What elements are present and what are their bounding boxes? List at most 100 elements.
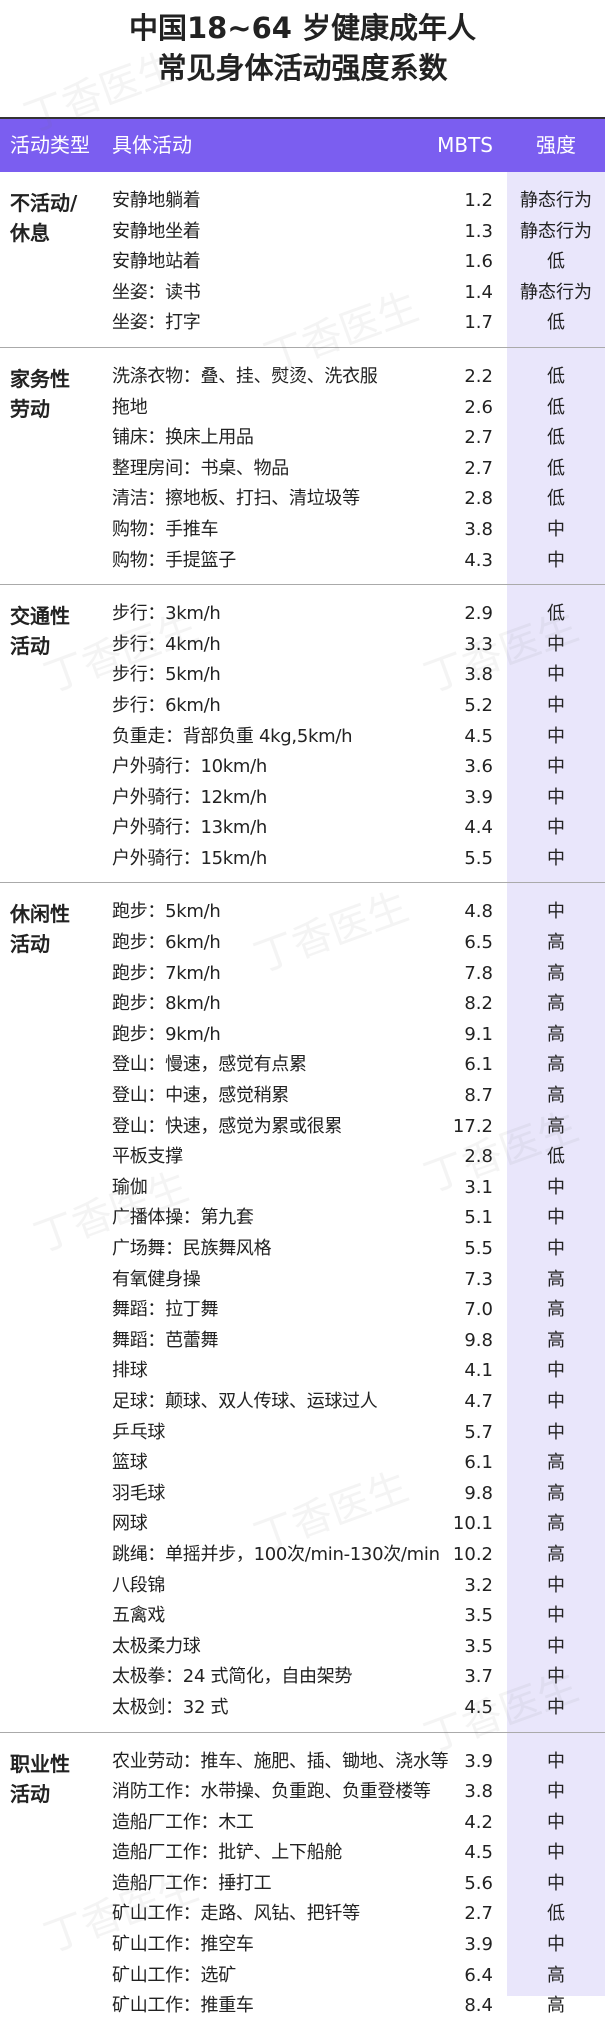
mbts-value: 2.8 bbox=[464, 488, 493, 510]
mbts-value: 4.3 bbox=[464, 549, 493, 571]
activity: 消防工作：水带操、负重跑、负重登楼等 bbox=[112, 1781, 431, 1803]
table-row: 洗涤衣物：叠、挂、熨烫、洗衣服 2.2 低 bbox=[0, 362, 605, 393]
activity: 安静地站着 bbox=[112, 251, 201, 273]
table-row: 矿山工作：走路、风钻、把钎等 2.7 低 bbox=[0, 1899, 605, 1930]
intensity: 中 bbox=[547, 518, 565, 540]
table-row: 八段锦 3.2 中 bbox=[0, 1571, 605, 1602]
mbts-value: 3.9 bbox=[464, 1750, 493, 1772]
table-row: 太极剑：32 式 4.5 中 bbox=[0, 1693, 605, 1724]
mbts-value: 1.3 bbox=[464, 220, 493, 242]
title-line: 中国18~64 岁健康成年人 bbox=[128, 11, 477, 45]
intensity: 低 bbox=[547, 1146, 565, 1168]
intensity: 高 bbox=[547, 1054, 565, 1076]
intensity: 中 bbox=[547, 633, 565, 655]
activity: 太极柔力球 bbox=[112, 1635, 201, 1657]
intensity: 低 bbox=[547, 312, 565, 334]
activity: 造船厂工作：批铲、上下船舱 bbox=[112, 1842, 343, 1864]
table-row: 广播体操：第九套 5.1 中 bbox=[0, 1203, 605, 1234]
activity: 安静地坐着 bbox=[112, 220, 201, 242]
mbts-value: 2.7 bbox=[464, 1903, 493, 1925]
mbts-value: 6.5 bbox=[464, 932, 493, 954]
activity: 矿山工作：选矿 bbox=[112, 1964, 236, 1986]
activity: 造船厂工作：木工 bbox=[112, 1811, 254, 1833]
table-row: 有氧健身操 7.3 高 bbox=[0, 1265, 605, 1296]
activity: 矿山工作：推空车 bbox=[112, 1934, 254, 1956]
intensity: 低 bbox=[547, 396, 565, 418]
table-row: 太极柔力球 3.5 中 bbox=[0, 1632, 605, 1663]
table-row: 羽毛球 9.8 高 bbox=[0, 1479, 605, 1510]
activity: 跑步：6km/h bbox=[112, 932, 221, 954]
activity: 羽毛球 bbox=[112, 1482, 166, 1504]
activity: 登山：慢速，感觉有点累 bbox=[112, 1054, 307, 1076]
activity: 负重走：背部负重 4kg,5km/h bbox=[112, 725, 353, 747]
mbts-value: 6.1 bbox=[464, 1054, 493, 1076]
intensity: 中 bbox=[547, 664, 565, 686]
activity: 有氧健身操 bbox=[112, 1268, 201, 1290]
title-line: 常见身体活动强度系数 bbox=[157, 51, 448, 85]
mbts-value: 3.8 bbox=[464, 518, 493, 540]
group-name-line: 职业性 bbox=[10, 1751, 70, 1776]
intensity: 中 bbox=[547, 1781, 565, 1803]
mbts-value: 3.2 bbox=[464, 1574, 493, 1596]
activity-group: 不活动/休息 安静地躺着 1.2 静态行为 安静地坐着 1.3 静态行为 安静地站着 1.6 低坐… bbox=[0, 172, 605, 348]
mbts-value: 4.5 bbox=[464, 725, 493, 747]
table-row: 负重走：背部负重 4kg,5km/h 4.5 中 bbox=[0, 722, 605, 753]
activity: 清洁：擦地板、打扫、清垃圾等 bbox=[112, 488, 360, 510]
mbts-value: 2.9 bbox=[464, 603, 493, 625]
activity: 登山：快速，感觉为累或很累 bbox=[112, 1115, 343, 1137]
table-row: 广场舞：民族舞风格 5.5 中 bbox=[0, 1234, 605, 1265]
table-row: 五禽戏 3.5 中 bbox=[0, 1601, 605, 1632]
table-body: 不活动/休息 安静地躺着 1.2 静态行为 安静地坐着 1.3 静态行为 安静地站着 1.6 低坐… bbox=[0, 172, 605, 2030]
activity: 登山：中速，感觉稍累 bbox=[112, 1085, 289, 1107]
activity: 八段锦 bbox=[112, 1574, 166, 1596]
activity: 足球：颠球、双人传球、运球过人 bbox=[112, 1390, 378, 1412]
intensity: 高 bbox=[547, 1299, 565, 1321]
table-row: 舞蹈：芭蕾舞 9.8 高 bbox=[0, 1326, 605, 1357]
group-name-line: 活动 bbox=[10, 932, 50, 957]
mbts-value: 4.8 bbox=[464, 901, 493, 923]
group-name-line: 活动 bbox=[10, 1781, 50, 1806]
activity-group: 交通性 活动 步行：3km/h 2.9 低步行：4km/h 3.3 中步行：5km/h 3.8… bbox=[0, 585, 605, 884]
table-row: 户外骑行：15km/h 5.5 中 bbox=[0, 844, 605, 875]
mbts-value: 2.6 bbox=[464, 396, 493, 418]
intensity: 高 bbox=[547, 1023, 565, 1045]
activity: 户外骑行：12km/h bbox=[112, 786, 268, 808]
mbts-value: 3.5 bbox=[464, 1605, 493, 1627]
activity: 铺床：换床上用品 bbox=[112, 427, 254, 449]
mbts-value: 5.5 bbox=[464, 1238, 493, 1259]
mbts-value: 4.5 bbox=[464, 1842, 493, 1864]
table-row: 登山：快速，感觉为累或很累 17.2 高 bbox=[0, 1112, 605, 1143]
intensity: 中 bbox=[547, 1750, 565, 1772]
table-row: 瑜伽 3.1 中 bbox=[0, 1173, 605, 1204]
activity: 平板支撑 bbox=[112, 1146, 183, 1168]
intensity: 中 bbox=[547, 1842, 565, 1864]
intensity: 中 bbox=[547, 1574, 565, 1596]
table-row: 跑步：7km/h 7.8 高 bbox=[0, 959, 605, 990]
mbts-value: 7.8 bbox=[464, 962, 493, 984]
activity-group: 家务性 劳动 洗涤衣物：叠、挂、熨烫、洗衣服 2.2 低拖地 2.6 低铺床：换床上用品 2.… bbox=[0, 348, 605, 586]
intensity: 低 bbox=[547, 488, 565, 510]
intensity: 高 bbox=[547, 1452, 565, 1474]
table-row: 户外骑行：10km/h 3.6 中 bbox=[0, 752, 605, 783]
activity: 户外骑行：13km/h bbox=[112, 817, 268, 839]
intensity: 高 bbox=[547, 1085, 565, 1107]
table-row: 步行：4km/h 3.3 中 bbox=[0, 630, 605, 661]
group-name: 休闲性 活动 bbox=[10, 899, 70, 959]
mbts-value: 7.3 bbox=[464, 1268, 493, 1290]
intensity: 中 bbox=[547, 694, 565, 716]
intensity: 低 bbox=[547, 365, 565, 387]
intensity: 中 bbox=[547, 1360, 565, 1382]
mbts-value: 4.7 bbox=[464, 1390, 493, 1412]
mbts-value: 17.2 bbox=[452, 1115, 493, 1137]
activity: 跑步：7km/h bbox=[112, 962, 221, 984]
intensity: 中 bbox=[547, 1696, 565, 1718]
table-row: 矿山工作：推空车 3.9 中 bbox=[0, 1930, 605, 1961]
table-row: 造船厂工作：捶打工 5.6 中 bbox=[0, 1869, 605, 1900]
mbts-value: 3.7 bbox=[464, 1666, 493, 1688]
intensity: 中 bbox=[547, 1872, 565, 1894]
intensity: 静态行为 bbox=[520, 220, 592, 242]
mbts-value: 5.5 bbox=[464, 847, 493, 869]
activity: 跑步：8km/h bbox=[112, 993, 221, 1015]
group-name-line: 劳动 bbox=[10, 396, 50, 421]
table-row: 农业劳动：推车、施肥、插、锄地、浇水等 3.9 中 bbox=[0, 1747, 605, 1778]
